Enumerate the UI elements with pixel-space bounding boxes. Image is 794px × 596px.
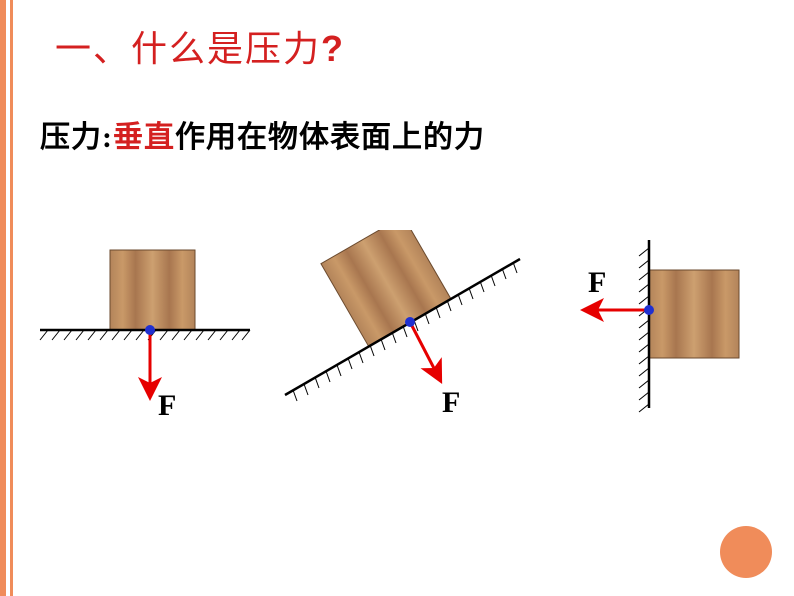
force-label-2: F — [442, 386, 460, 419]
contact-point-2 — [405, 317, 415, 327]
decor-corner-circle — [720, 526, 772, 578]
definition-line: 压力:垂直作用在物体表面上的力 — [40, 112, 485, 156]
def-prefix: 压力: — [40, 121, 113, 154]
diagrams-svg: F F — [0, 230, 794, 510]
def-suffix: 作用在物体表面上的力 — [175, 121, 485, 154]
hatch-1 — [40, 330, 250, 340]
block-3 — [649, 270, 739, 358]
diagrams-area: F F — [0, 230, 794, 510]
contact-point-1 — [145, 325, 155, 335]
contact-point-3 — [644, 305, 654, 315]
force-label-1: F — [158, 389, 176, 422]
title-qmark: ? — [321, 28, 345, 69]
title-text: 一、什么是压力 — [55, 29, 321, 69]
force-arrow-2 — [410, 322, 438, 376]
hatch-3 — [639, 248, 649, 412]
slide-title: 一、什么是压力? — [55, 20, 345, 72]
diagram-inclined: F — [285, 230, 520, 419]
diagram-horizontal: F — [40, 250, 250, 422]
def-highlight: 垂直 — [113, 121, 175, 154]
force-label-3: F — [588, 266, 606, 299]
block-1 — [110, 250, 195, 330]
diagram-vertical: F — [588, 240, 739, 412]
block-2 — [321, 230, 451, 346]
